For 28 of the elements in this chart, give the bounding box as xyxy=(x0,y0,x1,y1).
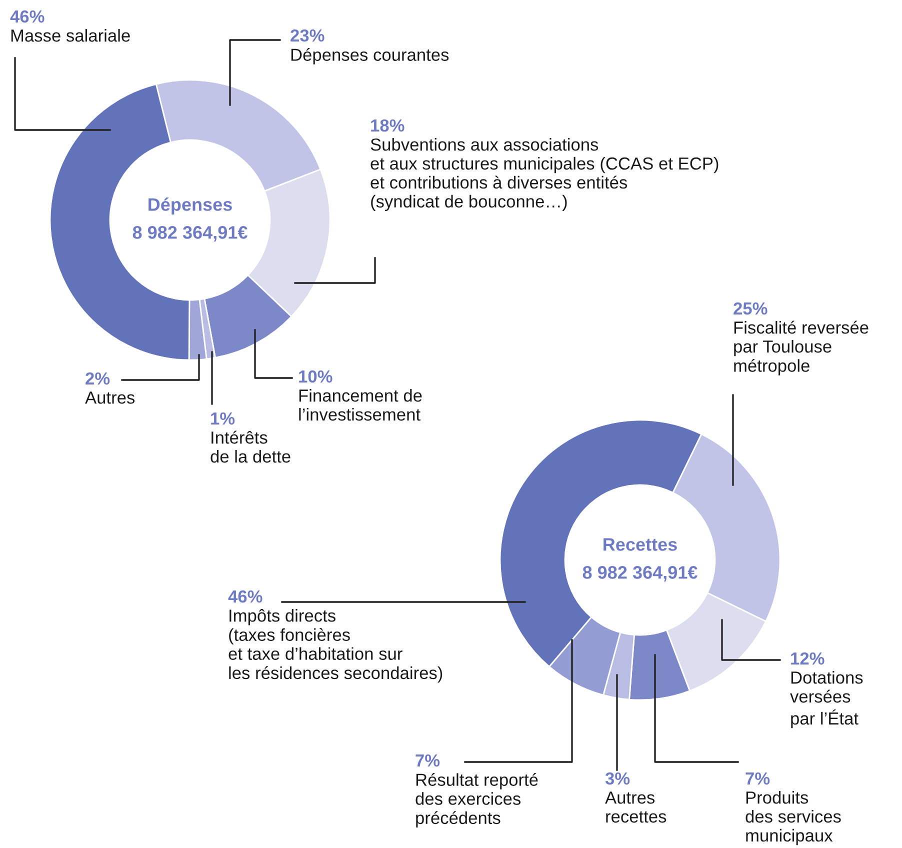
data-label: 10% xyxy=(299,370,332,383)
data-label: 1% xyxy=(211,412,235,425)
data-label: 23% xyxy=(290,29,324,42)
slice-label: Autres xyxy=(85,392,135,404)
data-label: 18% xyxy=(371,119,404,132)
text: 8 982 364,91€ xyxy=(132,226,248,242)
data-label: 7% xyxy=(746,772,770,785)
data-label: 2% xyxy=(86,372,110,385)
slice-label: Financement de l’investissement xyxy=(299,389,422,421)
data-label: 46% xyxy=(228,590,262,603)
data-label: 25% xyxy=(734,302,768,315)
slice-label: Masse salariale xyxy=(11,29,130,42)
slice-label: Produits des services municipaux xyxy=(746,791,841,846)
slice-label: Autres recettes xyxy=(605,792,666,823)
text: Dépenses xyxy=(148,198,232,214)
slice-label: Impôts directs (taxes foncières et taxe d’habitation sur les résidences secondaires) xyxy=(228,609,442,683)
slice-label: Résultat reporté des exercices précédents xyxy=(416,773,538,828)
slice-label: Dotations versées par l’État xyxy=(790,671,863,728)
slice-label: Intérêts de la dette xyxy=(210,430,290,463)
data-label: 12% xyxy=(791,652,824,665)
slice-label: Dépenses courantes xyxy=(291,48,449,64)
text: 8 982 364,91€ xyxy=(582,566,698,582)
slice-label: Fiscalité reversée par Toulouse métropole xyxy=(734,320,868,376)
data-label: 46% xyxy=(10,10,44,23)
slice-label: Subventions aux associations et aux structures municipales (CCAS et ECP) et contributions à diverses entités (syndicat de bouconne…) xyxy=(370,138,718,212)
text: Recettes xyxy=(604,538,677,551)
data-label: 3% xyxy=(605,772,630,785)
data-label: 7% xyxy=(416,754,440,767)
